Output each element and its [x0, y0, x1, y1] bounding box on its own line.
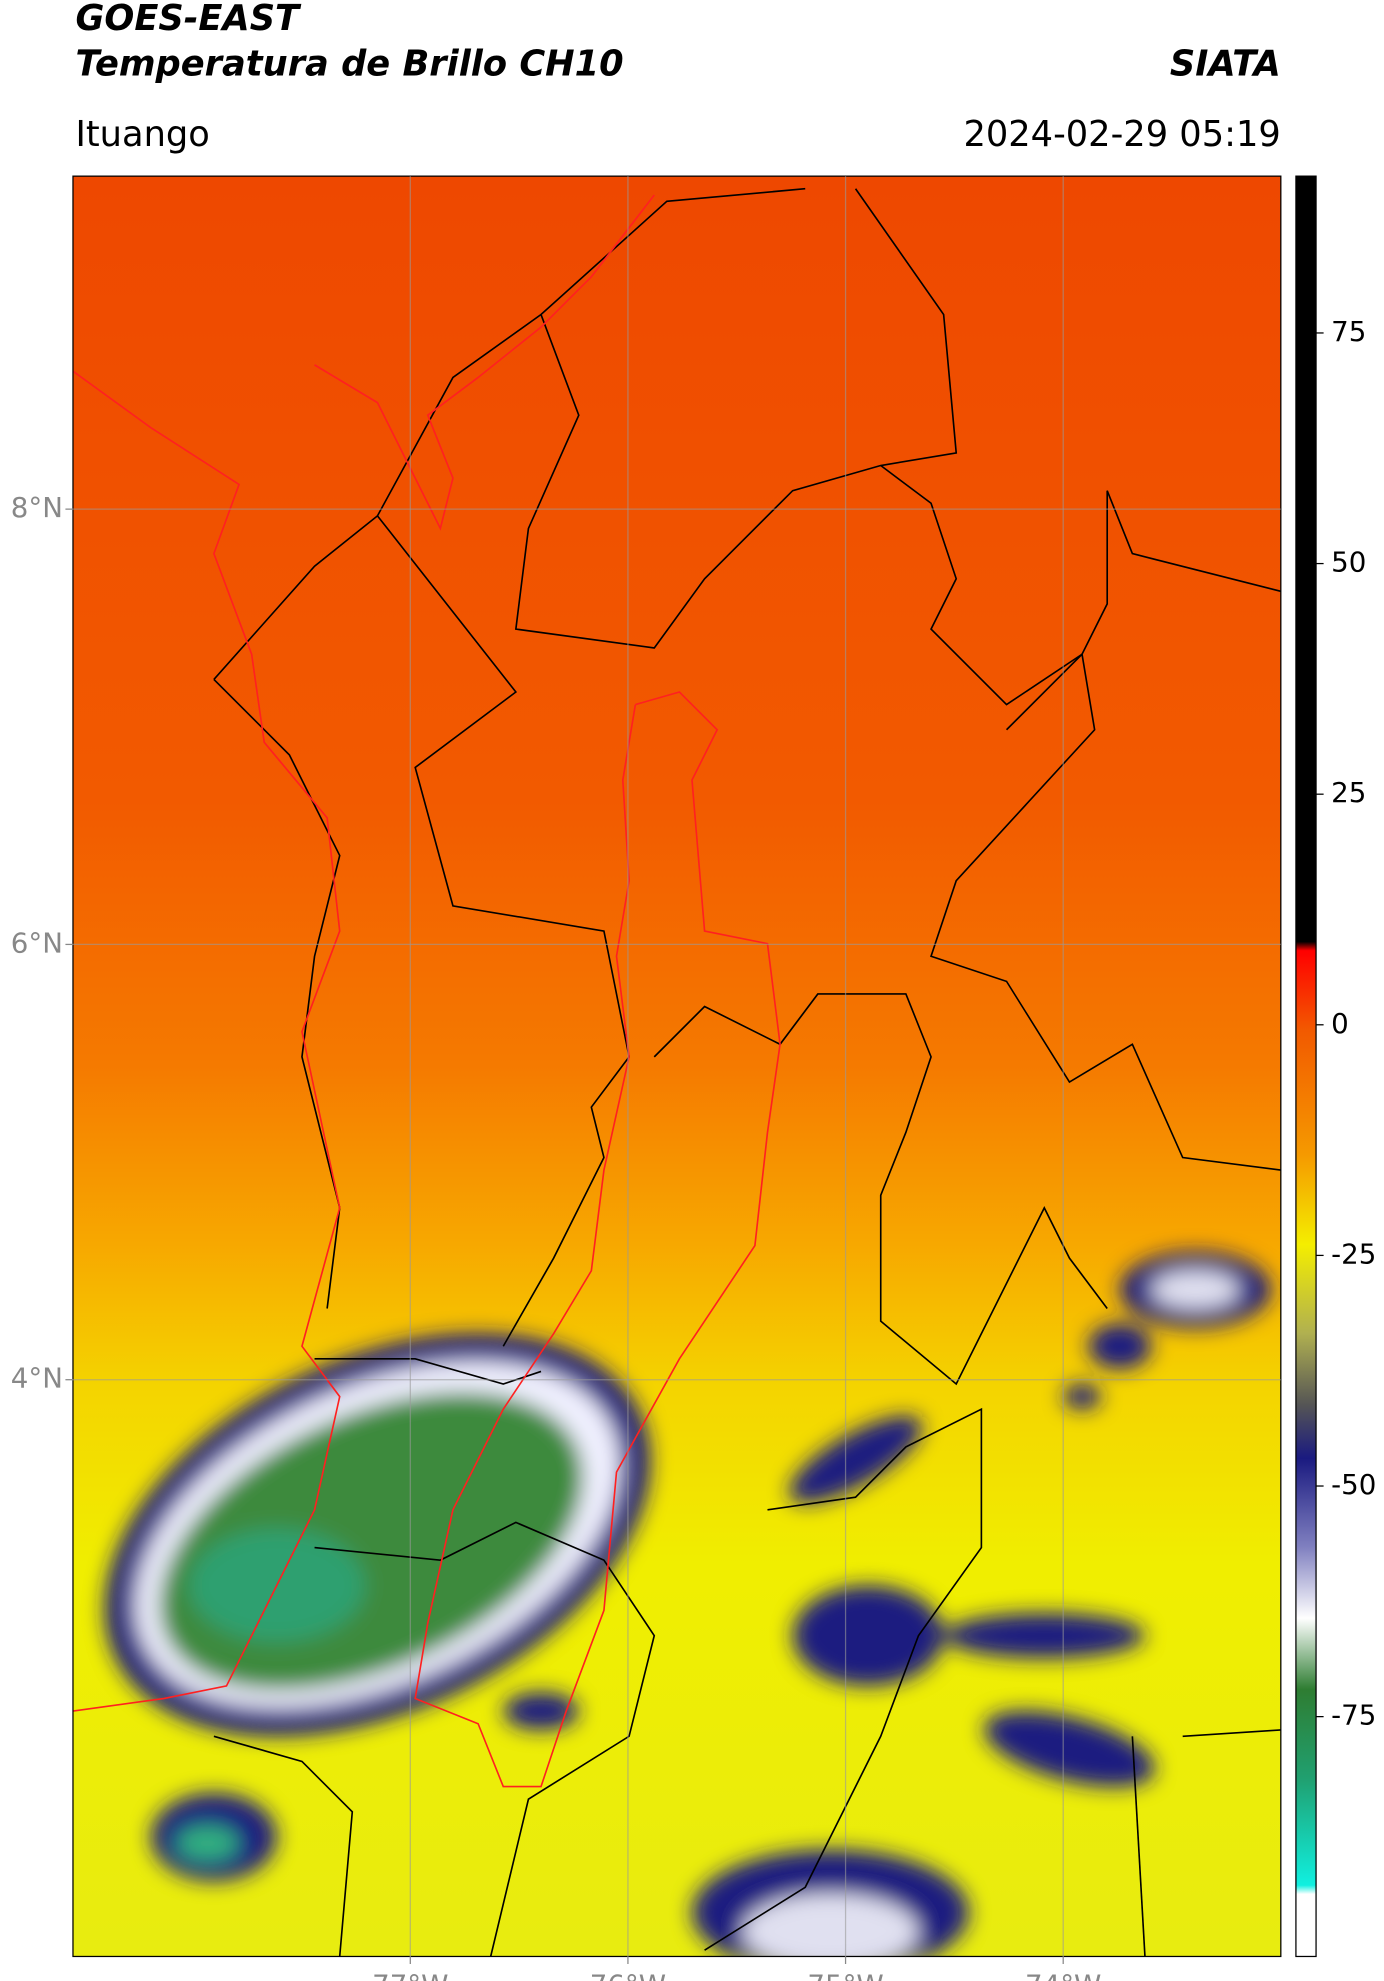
subtitle: Temperatura de Brillo CH10 — [75, 43, 623, 84]
colorbar-tick-label: 50 — [1331, 546, 1366, 579]
x-tick-label: 76°W — [590, 1969, 666, 1981]
map-frame — [72, 175, 1282, 1958]
colorbar-tick-label: -50 — [1331, 1468, 1376, 1501]
colorbar-tick-label: 25 — [1331, 776, 1366, 809]
y-tick-label: 4°N — [11, 1362, 63, 1395]
credit: SIATA — [1170, 43, 1281, 84]
colorbar-tick-label: -75 — [1331, 1699, 1376, 1732]
y-tick-label: 8°N — [11, 491, 63, 524]
colorbar-tick-label: 75 — [1331, 315, 1366, 348]
y-tick-label: 6°N — [11, 926, 63, 959]
location: Ituango — [75, 114, 209, 155]
title: GOES-EAST — [75, 0, 302, 39]
colorbar-tick-label: 0 — [1331, 1007, 1349, 1040]
colorbar-tick-label: -25 — [1331, 1237, 1376, 1270]
colorbar — [1295, 175, 1317, 1958]
x-tick-label: 77°W — [372, 1969, 448, 1981]
map-image — [72, 176, 1281, 1957]
timestamp: 2024-02-29 05:19 — [963, 114, 1280, 155]
x-tick-label: 74°W — [1025, 1969, 1101, 1981]
x-tick-label: 75°W — [807, 1969, 883, 1981]
